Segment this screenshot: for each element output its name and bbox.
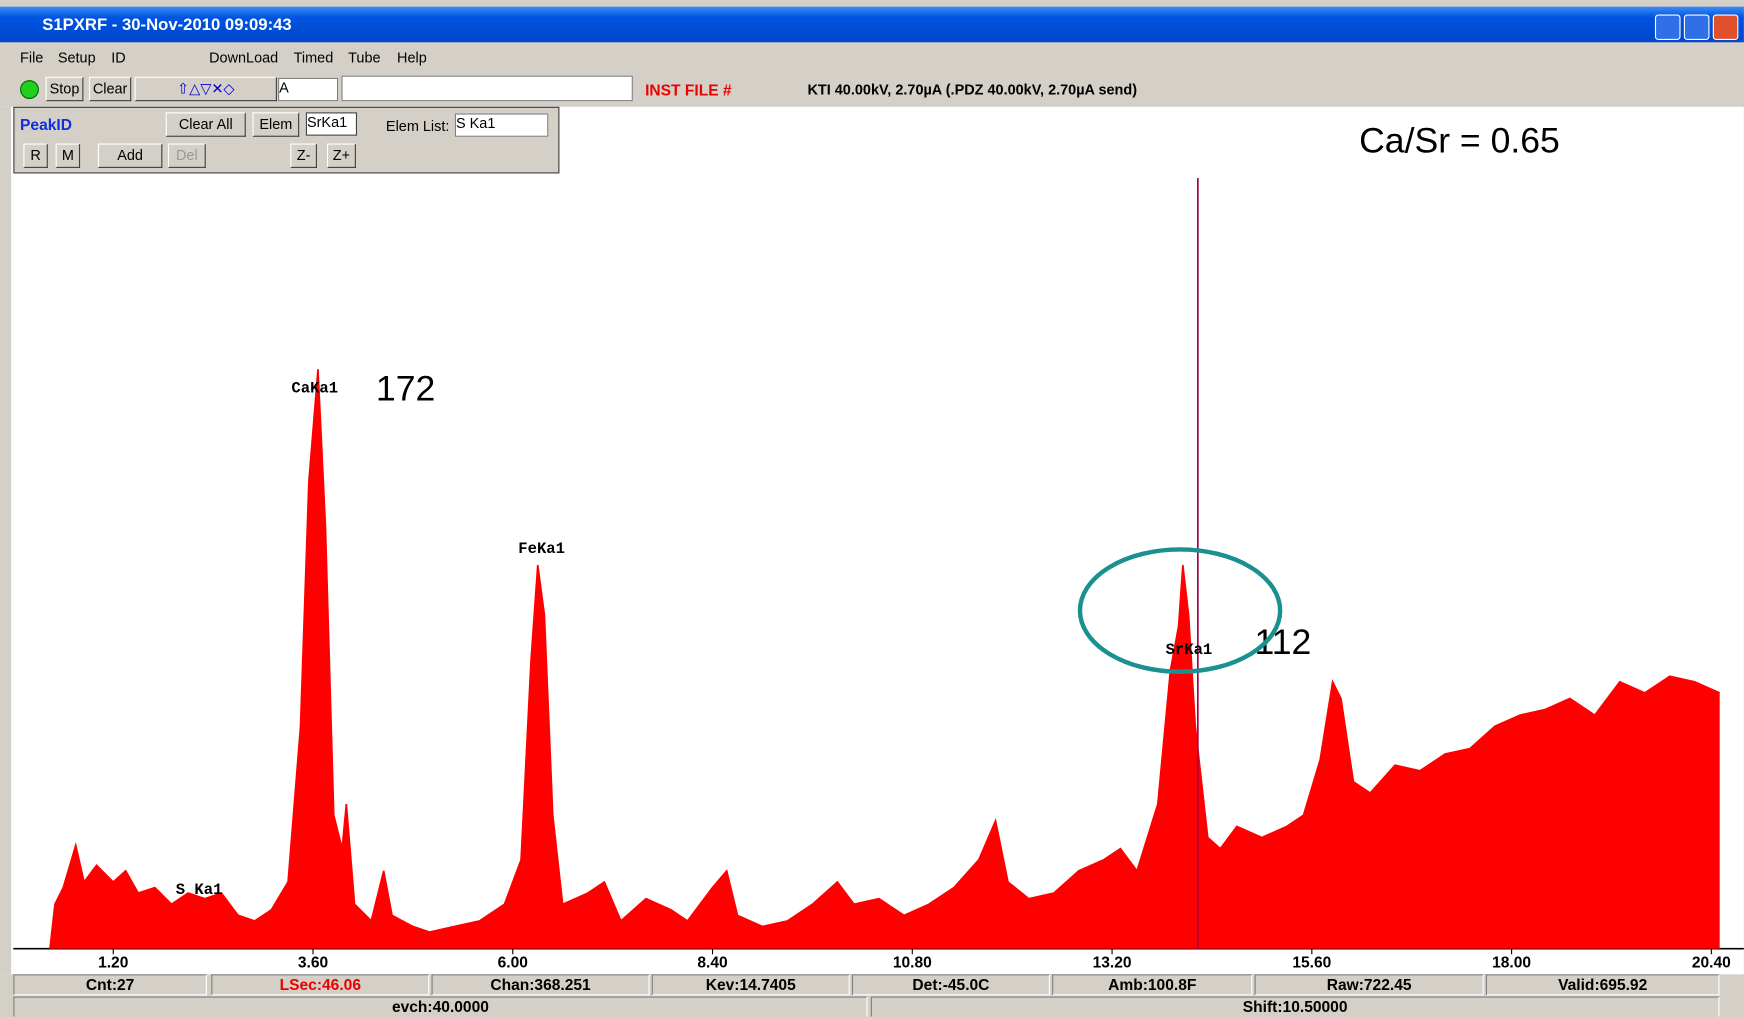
menu-item[interactable]: File — [20, 48, 44, 66]
elem-button[interactable]: Elem — [252, 112, 300, 137]
x-tick-label: 3.60 — [298, 955, 329, 972]
instrument-status: KTI 40.00kV, 2.70µA (.PDZ 40.00kV, 2.70µ… — [807, 81, 1138, 98]
x-tick-label: 8.40 — [697, 955, 728, 972]
mode-select[interactable]: A — [278, 77, 339, 102]
clear-all-button[interactable]: Clear All — [165, 112, 246, 137]
status-cell: Shift:10.50000 — [870, 996, 1720, 1017]
status-cell: Det:-45.0C — [851, 974, 1050, 996]
x-tick-label: 20.40 — [1692, 955, 1731, 972]
status-cell: Cnt:27 — [13, 974, 207, 996]
peak-id-panel: PeakID R M Clear All Elem SrKa1 Elem Lis… — [13, 106, 560, 174]
elem-list-label: Elem List: — [385, 117, 450, 135]
status-cell: evch:40.0000 — [13, 996, 868, 1017]
peak-label: CaKa1 — [291, 380, 338, 398]
text-input[interactable] — [341, 75, 633, 102]
zoom-out-button[interactable]: Z- — [290, 143, 317, 168]
menu-item[interactable]: DownLoad — [209, 48, 279, 66]
nav-buttons[interactable]: ⇧△▽✕◇ — [134, 76, 277, 102]
elem-list-select[interactable]: S Ka1 — [454, 113, 549, 137]
mode-value: A — [279, 78, 289, 96]
spectrum-fill — [49, 369, 1720, 949]
stop-button[interactable]: Stop — [45, 76, 84, 102]
elem-input[interactable]: SrKa1 — [305, 112, 358, 136]
close-button[interactable] — [1712, 14, 1739, 41]
x-tick-label: 15.60 — [1292, 955, 1331, 972]
title-bar: S1PXRF - 30-Nov-2010 09:09:43 — [0, 6, 1744, 43]
add-button[interactable]: Add — [97, 143, 163, 168]
status-cell: Kev:14.7405 — [651, 974, 850, 996]
inst-file: INST FILE # — [645, 81, 732, 99]
status-cell: Chan:368.251 — [431, 974, 650, 996]
menu-item[interactable]: ID — [111, 48, 126, 66]
clear-button[interactable]: Clear — [88, 76, 132, 102]
highlight-ellipse — [1077, 547, 1283, 674]
x-tick-label: 13.20 — [1093, 955, 1132, 972]
r-button[interactable]: R — [23, 143, 48, 168]
x-tick-label: 1.20 — [98, 955, 129, 972]
peak-label: SrKa1 — [1166, 641, 1213, 659]
x-tick-label: 6.00 — [498, 955, 529, 972]
status-cell: Valid:695.92 — [1485, 974, 1720, 996]
panel-title: PeakID — [20, 115, 72, 134]
status-light — [20, 80, 39, 99]
peak-label: S Ka1 — [176, 881, 223, 899]
peak-count: 172 — [376, 368, 435, 408]
status-cell: LSec:46.06 — [211, 974, 430, 996]
m-button[interactable]: M — [55, 143, 81, 168]
status-cell: Amb:100.8F — [1052, 974, 1253, 996]
x-tick-label: 10.80 — [893, 955, 932, 972]
status-cell: Raw:722.45 — [1254, 974, 1484, 996]
zoom-in-button[interactable]: Z+ — [326, 143, 356, 168]
menu-item[interactable]: Setup — [57, 48, 96, 66]
minimize-button[interactable] — [1654, 14, 1681, 41]
x-tick-label: 18.00 — [1492, 955, 1531, 972]
menu-item[interactable]: Help — [397, 48, 427, 66]
maximize-button[interactable] — [1683, 14, 1710, 41]
window-title: S1PXRF - 30-Nov-2010 09:09:43 — [42, 15, 292, 35]
menu-item[interactable]: Timed — [293, 48, 334, 66]
spectrum-chart: 20.40 18.00 15.60 13.20 10.80 8.40 6.00 3.60 1.2… — [13, 120, 1744, 972]
menu-item[interactable]: Tube — [348, 48, 381, 66]
peak-label: FeKa1 — [518, 540, 565, 558]
annotation: Ca/Sr = 0.65 — [1359, 120, 1560, 160]
del-button[interactable]: Del — [167, 143, 206, 168]
